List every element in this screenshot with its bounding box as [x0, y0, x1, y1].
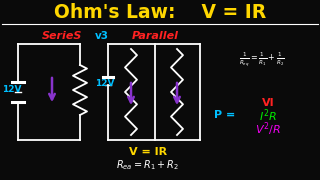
Text: v3: v3	[95, 31, 109, 41]
Text: V = IR: V = IR	[129, 147, 167, 157]
Text: $\frac{1}{R_{eq}}=\frac{1}{R_1}+\frac{1}{R_2}$: $\frac{1}{R_{eq}}=\frac{1}{R_1}+\frac{1}…	[239, 51, 285, 69]
Text: 12V: 12V	[95, 78, 115, 87]
Text: Ohm's Law:    V = IR: Ohm's Law: V = IR	[54, 3, 266, 22]
Text: SerieS: SerieS	[42, 31, 82, 41]
Text: P =: P =	[214, 110, 236, 120]
Text: Parallel: Parallel	[132, 31, 179, 41]
Text: $I^2R$: $I^2R$	[259, 108, 277, 124]
Text: VI: VI	[262, 98, 274, 108]
Text: $R_{ea} = R_1 + R_2$: $R_{ea} = R_1 + R_2$	[116, 158, 180, 172]
Text: 12V: 12V	[2, 86, 21, 94]
Text: $V^2/R$: $V^2/R$	[255, 120, 281, 138]
